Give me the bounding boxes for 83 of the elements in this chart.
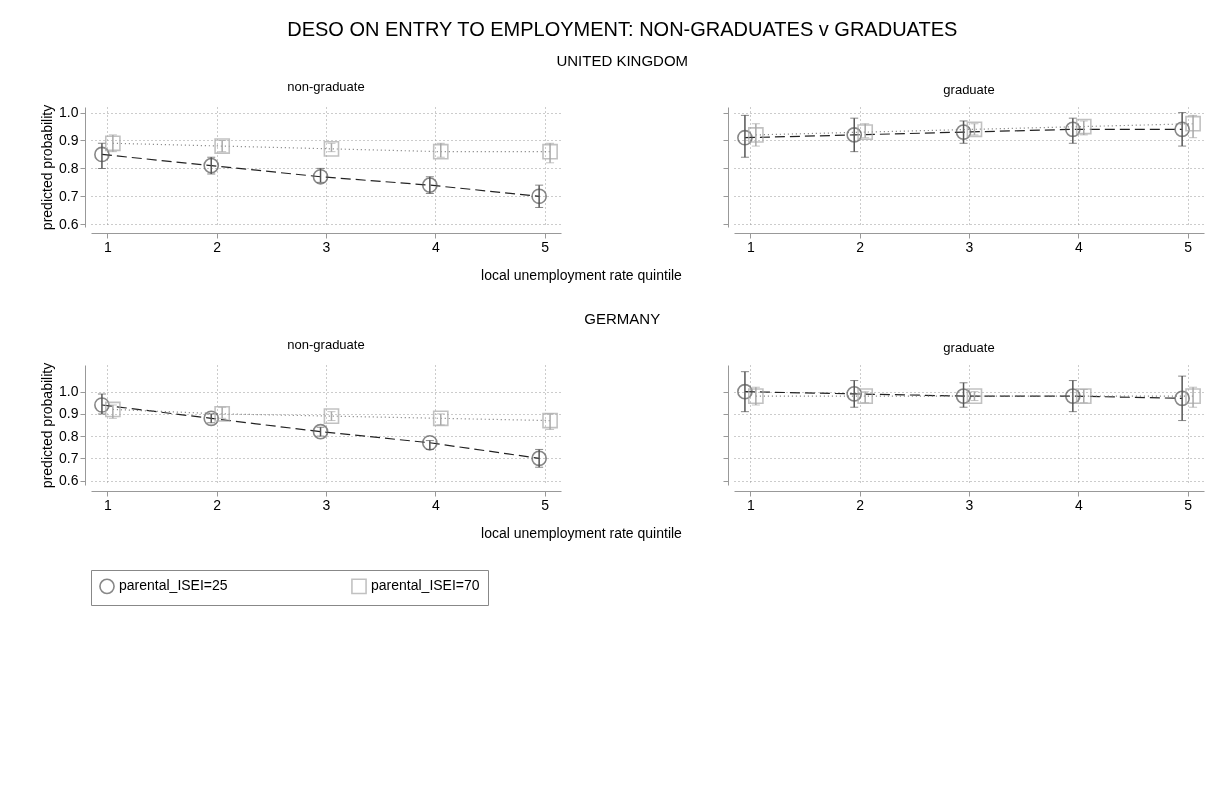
point	[432, 410, 449, 427]
text: GERMANY	[584, 310, 661, 328]
x-tick-label: 1	[747, 496, 755, 513]
chart-title: graduate	[943, 82, 995, 97]
point	[432, 143, 449, 160]
x-axis-title: local unemployment rate quintile	[481, 524, 683, 541]
legend-label: parental_ISEI=25	[119, 577, 228, 594]
x-tick-label: 3	[322, 238, 331, 255]
point	[1185, 388, 1201, 404]
point	[1075, 118, 1092, 135]
point	[1064, 388, 1081, 404]
point	[1185, 115, 1201, 132]
x-tick-label: 4	[431, 496, 440, 513]
point	[214, 406, 231, 422]
x-tick-label: 5	[1184, 238, 1193, 255]
point	[203, 157, 220, 174]
x-tick-label: 2	[856, 496, 865, 513]
point	[421, 177, 438, 193]
x-tick-label: 2	[213, 238, 222, 255]
point	[203, 410, 220, 427]
point	[737, 129, 753, 146]
x-tick-label: 1	[104, 496, 112, 513]
x-tick-label: 4	[431, 238, 440, 255]
point	[1174, 390, 1191, 407]
x-tick-label: 1	[747, 238, 755, 255]
point	[531, 450, 548, 467]
x-tick-label: 2	[856, 238, 865, 255]
point	[312, 423, 329, 440]
x-tick-label: 4	[1074, 496, 1083, 513]
x-axis-title: local unemployment rate quintile	[481, 266, 683, 283]
chart-title: graduate	[943, 340, 995, 355]
point	[312, 168, 329, 185]
y-tick-label: 1.0	[59, 104, 79, 121]
y-axis-title: predicted probability	[39, 362, 56, 489]
text: DESO ON ENTRY TO EMPLOYMENT: NON-GRADUATES v GRADUATES	[287, 18, 958, 41]
point	[846, 127, 863, 143]
chart-title: non-graduate	[287, 337, 365, 353]
y-tick-label: 1.0	[59, 383, 79, 400]
point	[857, 388, 874, 404]
x-tick-label: 1	[104, 238, 112, 255]
x-tick-label: 2	[213, 496, 222, 513]
point	[966, 388, 983, 404]
y-tick-label: 0.8	[59, 427, 79, 444]
x-tick-label: 4	[1074, 238, 1083, 255]
y-tick-label: 0.6	[59, 472, 79, 489]
point	[955, 124, 972, 140]
point	[542, 412, 558, 429]
x-tick-label: 5	[1184, 496, 1193, 513]
chart-title: non-graduate	[287, 79, 365, 95]
legend-label: parental_ISEI=70	[371, 577, 480, 594]
x-tick-label: 3	[965, 238, 974, 255]
point	[323, 408, 340, 424]
point	[531, 188, 548, 205]
text: UNITED KINGDOM	[556, 52, 689, 70]
point	[747, 388, 764, 404]
x-tick-label: 5	[541, 238, 550, 255]
point	[737, 383, 753, 400]
y-tick-label: 0.8	[59, 159, 79, 176]
y-tick-label: 0.7	[59, 449, 79, 466]
point	[966, 121, 983, 138]
point	[104, 401, 121, 418]
point	[955, 388, 972, 404]
point	[421, 434, 438, 451]
point	[1064, 121, 1081, 138]
point	[94, 146, 110, 163]
point	[846, 386, 863, 402]
y-tick-label: 0.7	[59, 187, 79, 204]
point	[747, 127, 764, 143]
point	[214, 138, 231, 154]
y-tick-label: 0.9	[59, 131, 79, 148]
y-axis-title: predicted probability	[39, 104, 56, 231]
y-tick-label: 0.9	[59, 405, 79, 422]
x-tick-label: 3	[322, 496, 331, 513]
point	[1075, 388, 1092, 404]
x-tick-label: 3	[965, 496, 974, 513]
point	[94, 397, 110, 413]
x-tick-label: 5	[541, 496, 550, 513]
point	[1174, 121, 1191, 138]
point	[323, 140, 340, 157]
y-tick-label: 0.6	[59, 215, 79, 232]
point	[857, 124, 874, 140]
point	[542, 143, 558, 160]
point	[104, 135, 121, 152]
